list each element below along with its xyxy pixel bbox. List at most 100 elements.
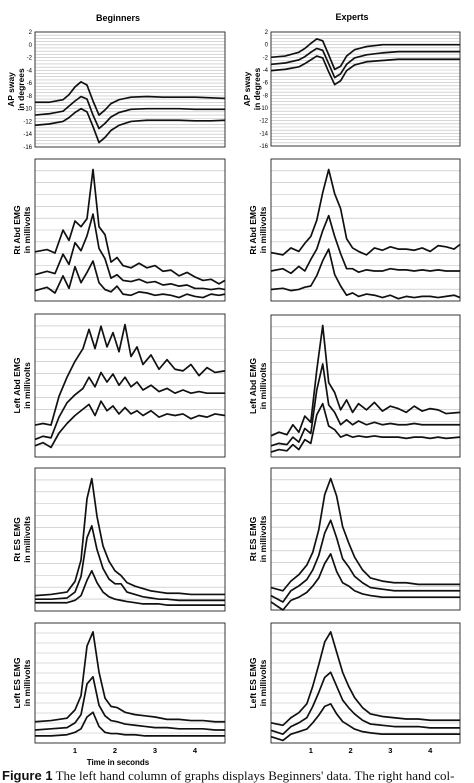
y-axis-label-line: Left ES EMG (248, 657, 258, 708)
series-line-3 (34, 107, 226, 144)
x-tick-label: 2 (348, 746, 352, 755)
y-axis-label-line: Rt Abd EMG (12, 205, 22, 255)
series-line-3 (34, 260, 226, 299)
series-line-2 (270, 519, 460, 603)
x-tick-label: 1 (73, 746, 77, 755)
y-tick-label: -16 (23, 145, 32, 151)
y-tick-label: 0 (265, 43, 269, 49)
y-axis-label-line: in millivolts (22, 362, 32, 409)
plot-frame (270, 622, 461, 744)
plot-frame (270, 314, 461, 458)
y-axis-label-line: in millivolts (22, 659, 32, 706)
y-tick-label: -4 (27, 68, 33, 74)
y-axis-label: Rt ES EMGin millivolts (12, 516, 32, 563)
series-line-1 (34, 323, 226, 426)
series-line-3 (270, 55, 460, 86)
y-tick-label: -12 (23, 119, 32, 125)
y-tick-label: -8 (263, 93, 269, 99)
plot-frame (34, 31, 226, 148)
y-axis-label-line: in millivolts (258, 206, 268, 253)
series-line-1 (34, 477, 225, 597)
y-axis-label-line: in millivolts (258, 659, 268, 706)
series-line-3 (35, 569, 225, 606)
chart-panel: Left ES EMGin millivolts 1 2 3 4 (248, 622, 461, 755)
y-tick-label: -14 (23, 132, 32, 138)
series-line-3 (270, 248, 461, 300)
chart-panel: 2 0 -2 -4 -6 -8 -10 -12 -14 -16 AP swayin degrees (6, 30, 226, 151)
y-tick-label: -6 (263, 81, 269, 87)
y-tick-label: 0 (29, 43, 33, 49)
series-line-2 (34, 371, 225, 441)
chart-panel: 2 0 -2 -4 -6 -8 -10 -12 -14 -16 AP swayin degrees (242, 30, 461, 150)
series-line-1 (34, 631, 225, 723)
y-axis-label: Left Abd EMGin millivolts (248, 358, 268, 414)
chart-panel: Rt ES EMGin millivolts (248, 467, 461, 611)
x-axis-label: Time in seconds (87, 758, 150, 767)
column-title-experts: Experts (335, 12, 368, 22)
y-tick-label: -4 (263, 68, 269, 74)
chart-panel: Left Abd EMGin millivolts (12, 313, 226, 458)
y-axis-label-line: Rt ES EMG (248, 516, 258, 561)
series-line-1 (270, 168, 461, 256)
series-line-3 (34, 400, 226, 449)
plot-frame (270, 158, 461, 302)
series-line-2 (34, 95, 225, 130)
y-axis-label-line: Rt Abd EMG (248, 205, 258, 255)
chart-panel: Rt ES EMGin millivolts (12, 467, 226, 612)
y-tick-label: -16 (259, 144, 268, 150)
series-line-1 (270, 631, 460, 727)
x-tick-label: 3 (153, 746, 157, 755)
column-title-beginners: Beginners (96, 13, 140, 23)
plot-frame (34, 313, 226, 458)
plot-frame (34, 622, 226, 744)
y-axis-label: Left ES EMGin millivolts (12, 657, 32, 708)
y-axis-label: Left Abd EMGin millivolts (12, 357, 32, 413)
y-axis-label: Rt Abd EMGin millivolts (248, 205, 268, 255)
y-tick-label: 2 (29, 30, 33, 36)
y-axis-label: Rt Abd EMGin millivolts (12, 205, 32, 255)
caption-label: Figure 1 (2, 768, 53, 783)
chart-panel: Left ES EMGin millivolts 1 2 3 4 (12, 622, 226, 755)
series-line-2 (34, 675, 225, 731)
y-axis-label-line: Left Abd EMG (12, 357, 22, 413)
chart-panel: Left Abd EMGin millivolts (248, 314, 461, 458)
y-tick-label: -2 (263, 55, 269, 61)
series-line-1 (270, 477, 460, 592)
y-axis-label-line: Rt ES EMG (12, 517, 22, 562)
series-line-2 (270, 363, 460, 447)
series-line-2 (270, 214, 460, 275)
y-axis-label: Rt ES EMGin millivolts (248, 515, 268, 562)
y-tick-label: -10 (259, 106, 268, 112)
y-tick-label: -10 (23, 107, 32, 113)
plot-frame (34, 158, 226, 302)
y-axis-label: Left ES EMGin millivolts (248, 657, 268, 708)
series-line-2 (270, 671, 460, 736)
x-tick-label: 2 (113, 746, 117, 755)
chart-panel: Rt Abd EMGin millivolts (12, 158, 226, 302)
plot-frame (270, 31, 461, 147)
series-line-1 (35, 80, 226, 116)
series-line-3 (35, 711, 225, 737)
series-line-1 (270, 324, 461, 437)
series-line-2 (35, 525, 225, 602)
y-tick-label: -2 (27, 56, 33, 62)
y-axis-label-line: Left ES EMG (12, 657, 22, 708)
plot-frame (270, 467, 461, 611)
series-line-3 (270, 402, 461, 453)
y-axis-label-line: in degrees (16, 68, 26, 111)
y-tick-label: -8 (27, 94, 33, 100)
y-tick-label: 2 (265, 30, 269, 36)
y-axis-label: AP swayin degrees (6, 68, 26, 111)
plot-frame (34, 467, 226, 612)
caption-text: The left hand column of graphs displays … (55, 768, 455, 783)
figure-caption: Figure 1 The left hand column of graphs … (2, 768, 474, 783)
y-axis-label-line: AP sway (6, 72, 16, 107)
y-tick-label: -6 (27, 81, 33, 87)
y-axis-label-line: in millivolts (22, 206, 32, 253)
x-tick-label: 3 (388, 746, 392, 755)
y-axis-label-line: in degrees (252, 67, 262, 110)
series-line-3 (270, 553, 460, 611)
y-tick-label: -14 (259, 131, 268, 137)
